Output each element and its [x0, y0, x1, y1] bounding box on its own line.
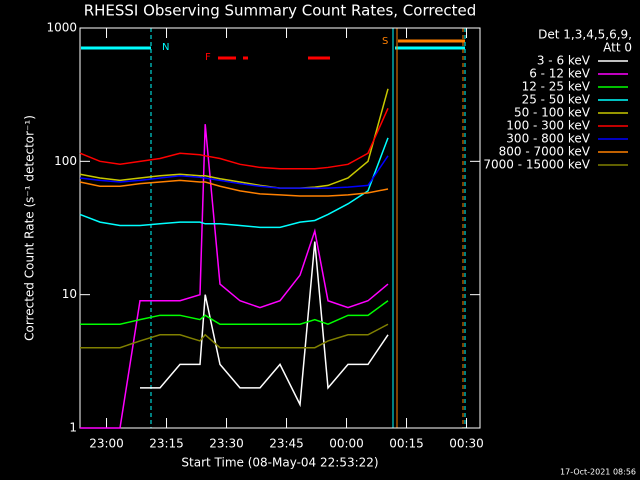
- x-tick-label: 00:15: [389, 437, 424, 451]
- x-tick-label: 00:00: [329, 437, 364, 451]
- legend-label: 25 - 50 keV: [522, 93, 591, 107]
- legend-title: Det 1,3,4,5,6,9,: [538, 28, 632, 42]
- y-tick-label: 10: [62, 287, 77, 301]
- x-tick-label: 23:15: [149, 437, 184, 451]
- legend-title: Att 0: [603, 41, 632, 55]
- x-tick-label: 23:45: [269, 437, 304, 451]
- x-tick-label: 23:00: [89, 437, 124, 451]
- y-axis-label: Corrected Count Rate (s⁻¹ detector⁻¹): [23, 115, 37, 341]
- series-line: [80, 124, 389, 429]
- legend-label: 3 - 6 keV: [537, 54, 591, 68]
- series-line: [79, 88, 389, 189]
- annotation: F: [205, 52, 211, 63]
- plot-frame: [79, 27, 481, 429]
- y-tick-label: 100: [54, 154, 77, 168]
- x-tick-label: 23:30: [209, 437, 244, 451]
- x-axis-label: Start Time (08-May-04 22:53:22): [181, 456, 378, 470]
- annotation: N: [162, 42, 169, 53]
- legend-label: 300 - 800 keV: [506, 132, 590, 146]
- annotation: S: [382, 36, 388, 47]
- state-bars: [81, 28, 466, 428]
- legend-label: 7000 - 15000 keV: [483, 158, 590, 172]
- series-line: [79, 107, 389, 170]
- y-tick-label: 1000: [46, 21, 77, 35]
- series-line: [79, 155, 389, 189]
- legend-label: 12 - 25 keV: [522, 80, 591, 94]
- footer: 17-Oct-2021 08:56: [560, 468, 636, 477]
- legend-label: 50 - 100 keV: [514, 106, 591, 120]
- series-line: [79, 137, 389, 229]
- series-line: [80, 300, 389, 326]
- legend-label: 6 - 12 keV: [529, 67, 591, 81]
- series-line: [79, 179, 389, 197]
- series-line: [140, 241, 389, 408]
- y-tick-label: 1: [69, 421, 77, 435]
- x-tick-label: 00:30: [449, 437, 484, 451]
- legend-label: 100 - 300 keV: [506, 119, 590, 133]
- chart-title: RHESSI Observing Summary Count Rates, Co…: [84, 2, 477, 20]
- series-line: [80, 323, 389, 349]
- legend-label: 800 - 7000 keV: [499, 145, 591, 159]
